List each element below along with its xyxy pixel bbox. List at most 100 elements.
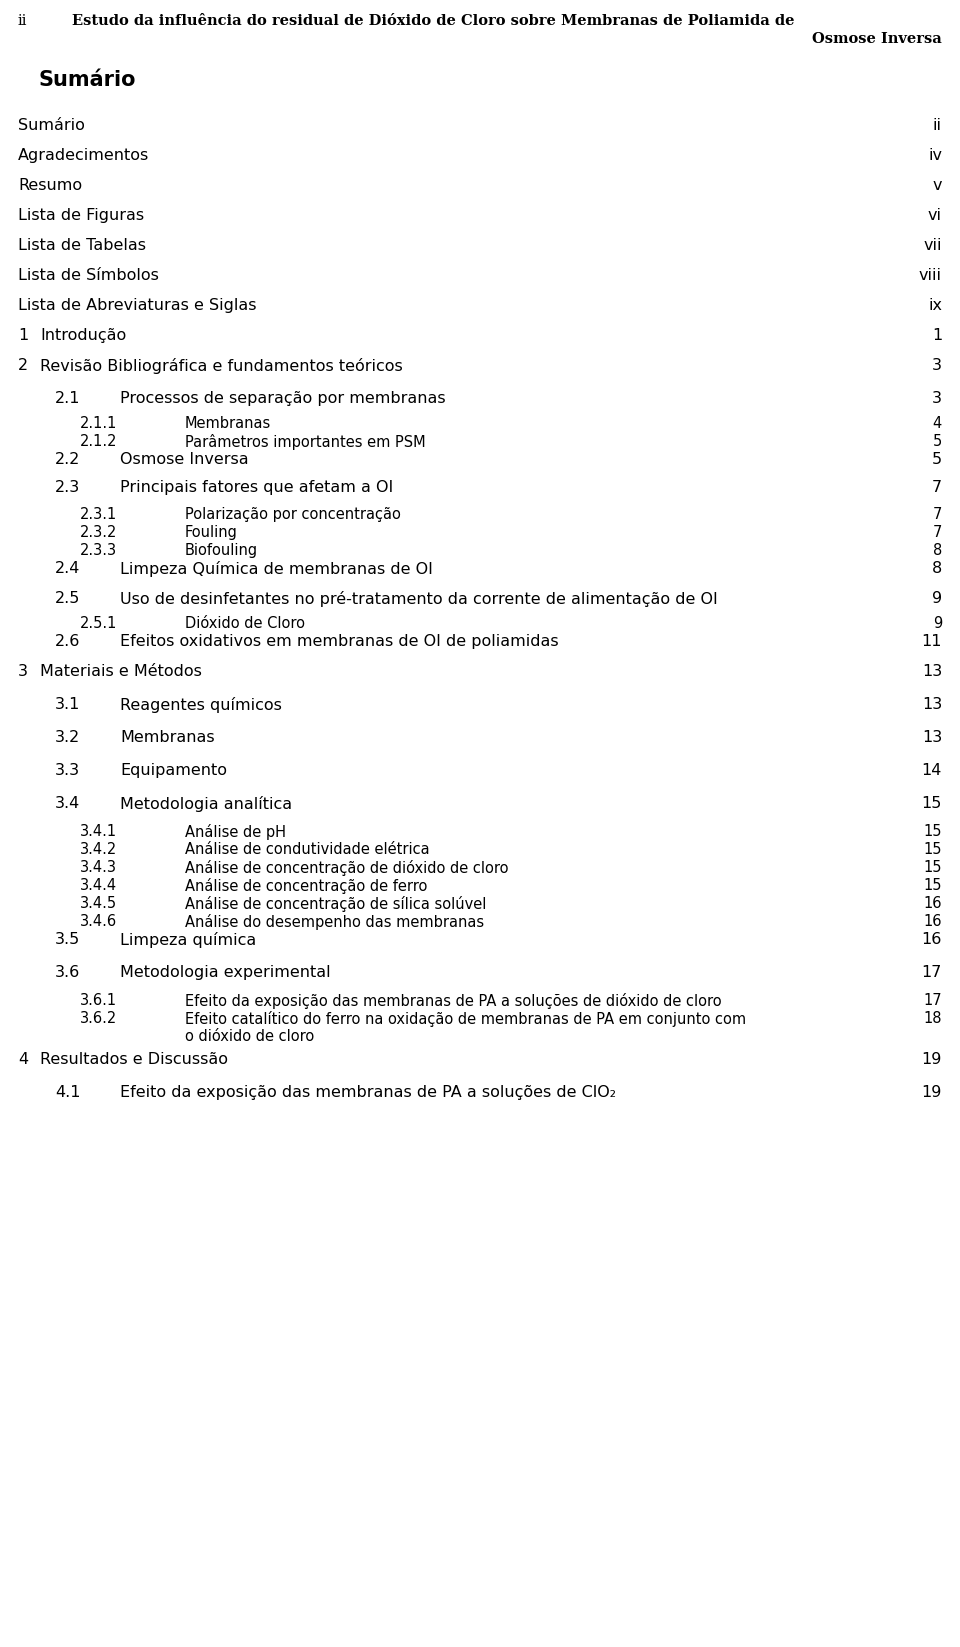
Text: 15: 15	[924, 824, 942, 838]
Text: Principais fatores que afetam a OI: Principais fatores que afetam a OI	[120, 479, 394, 496]
Text: Efeito da exposição das membranas de PA a soluções de ClO₂: Efeito da exposição das membranas de PA …	[120, 1085, 616, 1100]
Text: vi: vi	[928, 208, 942, 222]
Text: Biofouling: Biofouling	[185, 544, 258, 558]
Text: Sumário: Sumário	[38, 71, 135, 91]
Text: 3.1: 3.1	[55, 697, 81, 712]
Text: 8: 8	[932, 562, 942, 576]
Text: Metodologia analítica: Metodologia analítica	[120, 796, 292, 812]
Text: 3: 3	[18, 664, 28, 679]
Text: iv: iv	[928, 148, 942, 163]
Text: 2.1: 2.1	[55, 390, 81, 407]
Text: 3.4.6: 3.4.6	[80, 914, 117, 929]
Text: 15: 15	[924, 842, 942, 856]
Text: 2.1.1: 2.1.1	[80, 417, 117, 432]
Text: Osmose Inversa: Osmose Inversa	[120, 451, 249, 468]
Text: Análise de concentração de ferro: Análise de concentração de ferro	[185, 878, 427, 894]
Text: 7: 7	[932, 525, 942, 540]
Text: 3: 3	[932, 390, 942, 407]
Text: 15: 15	[924, 878, 942, 893]
Text: 17: 17	[924, 993, 942, 1008]
Text: 19: 19	[922, 1052, 942, 1067]
Text: 13: 13	[922, 730, 942, 744]
Text: 16: 16	[922, 932, 942, 947]
Text: 2: 2	[18, 357, 28, 372]
Text: Lista de Símbolos: Lista de Símbolos	[18, 268, 158, 283]
Text: Análise do desempenho das membranas: Análise do desempenho das membranas	[185, 914, 484, 931]
Text: 4.1: 4.1	[55, 1085, 81, 1100]
Text: Parâmetros importantes em PSM: Parâmetros importantes em PSM	[185, 435, 425, 450]
Text: Uso de desinfetantes no pré-tratamento da corrente de alimentação de OI: Uso de desinfetantes no pré-tratamento d…	[120, 591, 718, 608]
Text: 13: 13	[922, 664, 942, 679]
Text: ix: ix	[928, 298, 942, 313]
Text: Processos de separação por membranas: Processos de separação por membranas	[120, 390, 445, 407]
Text: v: v	[932, 178, 942, 193]
Text: 14: 14	[922, 763, 942, 777]
Text: Materiais e Métodos: Materiais e Métodos	[40, 664, 202, 679]
Text: 3.4.3: 3.4.3	[80, 860, 117, 875]
Text: 3.6: 3.6	[55, 965, 81, 980]
Text: Reagentes químicos: Reagentes químicos	[120, 697, 282, 713]
Text: Lista de Tabelas: Lista de Tabelas	[18, 239, 146, 254]
Text: Limpeza Química de membranas de OI: Limpeza Química de membranas de OI	[120, 562, 433, 576]
Text: Sumário: Sumário	[18, 119, 84, 133]
Text: ii: ii	[18, 15, 28, 28]
Text: 2.1.2: 2.1.2	[80, 435, 117, 450]
Text: 1: 1	[932, 328, 942, 343]
Text: 16: 16	[924, 896, 942, 911]
Text: Lista de Figuras: Lista de Figuras	[18, 208, 144, 222]
Text: 2.5.1: 2.5.1	[80, 616, 117, 631]
Text: 3.6.2: 3.6.2	[80, 1011, 117, 1026]
Text: Introdução: Introdução	[40, 328, 127, 343]
Text: Lista de Abreviaturas e Siglas: Lista de Abreviaturas e Siglas	[18, 298, 256, 313]
Text: Análise de pH: Análise de pH	[185, 824, 286, 840]
Text: 4: 4	[933, 417, 942, 432]
Text: 3.4: 3.4	[55, 796, 81, 810]
Text: 3.4.4: 3.4.4	[80, 878, 117, 893]
Text: Osmose Inversa: Osmose Inversa	[812, 31, 942, 46]
Text: 11: 11	[922, 634, 942, 649]
Text: vii: vii	[924, 239, 942, 254]
Text: Agradecimentos: Agradecimentos	[18, 148, 149, 163]
Text: Efeitos oxidativos em membranas de OI de poliamidas: Efeitos oxidativos em membranas de OI de…	[120, 634, 559, 649]
Text: 3.4.5: 3.4.5	[80, 896, 117, 911]
Text: 2.3.3: 2.3.3	[80, 544, 117, 558]
Text: 5: 5	[933, 435, 942, 450]
Text: 7: 7	[932, 507, 942, 522]
Text: 2.6: 2.6	[55, 634, 81, 649]
Text: Efeito catalítico do ferro na oxidação de membranas de PA em conjunto com
o dióx: Efeito catalítico do ferro na oxidação d…	[185, 1011, 746, 1044]
Text: 2.3.1: 2.3.1	[80, 507, 117, 522]
Text: Revisão Bibliográfica e fundamentos teóricos: Revisão Bibliográfica e fundamentos teór…	[40, 357, 403, 374]
Text: 9: 9	[933, 616, 942, 631]
Text: ii: ii	[933, 119, 942, 133]
Text: 3.4.1: 3.4.1	[80, 824, 117, 838]
Text: Limpeza química: Limpeza química	[120, 932, 256, 949]
Text: Estudo da influência do residual de Dióxido de Cloro sobre Membranas de Poliamid: Estudo da influência do residual de Dióx…	[72, 15, 795, 28]
Text: 3.2: 3.2	[55, 730, 81, 744]
Text: 19: 19	[922, 1085, 942, 1100]
Text: 17: 17	[922, 965, 942, 980]
Text: 2.5: 2.5	[55, 591, 81, 606]
Text: Análise de concentração de sílica solúvel: Análise de concentração de sílica solúve…	[185, 896, 487, 912]
Text: Resumo: Resumo	[18, 178, 83, 193]
Text: Membranas: Membranas	[185, 417, 272, 432]
Text: Fouling: Fouling	[185, 525, 238, 540]
Text: 9: 9	[932, 591, 942, 606]
Text: 2.3: 2.3	[55, 479, 81, 496]
Text: Dióxido de Cloro: Dióxido de Cloro	[185, 616, 305, 631]
Text: 15: 15	[924, 860, 942, 875]
Text: 16: 16	[924, 914, 942, 929]
Text: Polarização por concentração: Polarização por concentração	[185, 507, 401, 522]
Text: 1: 1	[18, 328, 28, 343]
Text: Equipamento: Equipamento	[120, 763, 227, 777]
Text: 2.3.2: 2.3.2	[80, 525, 117, 540]
Text: 4: 4	[18, 1052, 28, 1067]
Text: 13: 13	[922, 697, 942, 712]
Text: 18: 18	[924, 1011, 942, 1026]
Text: 3.3: 3.3	[55, 763, 80, 777]
Text: Análise de condutividade elétrica: Análise de condutividade elétrica	[185, 842, 430, 856]
Text: 2.4: 2.4	[55, 562, 81, 576]
Text: 3: 3	[932, 357, 942, 372]
Text: 5: 5	[932, 451, 942, 468]
Text: Resultados e Discussão: Resultados e Discussão	[40, 1052, 228, 1067]
Text: 15: 15	[922, 796, 942, 810]
